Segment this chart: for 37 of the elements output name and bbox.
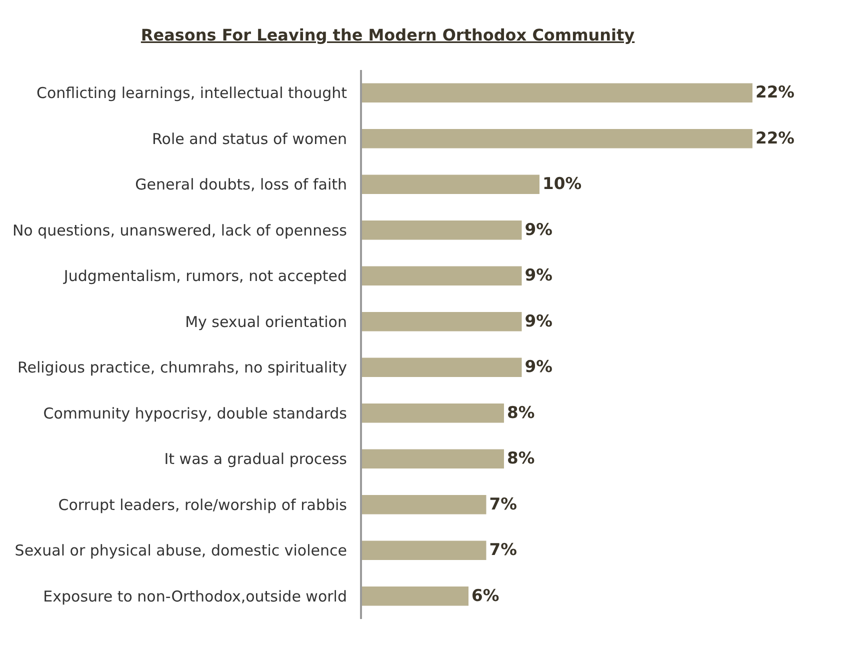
bar: [362, 220, 522, 240]
data-label: 22%: [755, 128, 795, 148]
data-label: 8%: [506, 402, 535, 422]
y-tick-label: Conflicting learnings, intellectual thought: [36, 84, 348, 102]
bar: [362, 129, 752, 148]
bar: [362, 174, 540, 194]
bar: [362, 449, 504, 468]
y-tick-label: Role and status of women: [152, 130, 347, 148]
data-label: 9%: [524, 357, 552, 376]
bar: [362, 266, 522, 286]
data-label: 7%: [489, 494, 517, 514]
data-label: 7%: [489, 540, 517, 560]
y-tick-label: It was a gradual process: [164, 450, 348, 468]
y-tick-label: Corrupt leaders, role/worship of rabbis: [58, 496, 348, 514]
data-label: 6%: [472, 586, 500, 605]
y-tick-label: General doubts, loss of faith: [135, 176, 347, 194]
data-label: 9%: [524, 220, 552, 239]
data-label: 9%: [524, 311, 552, 330]
data-label: 9%: [524, 266, 552, 285]
y-tick-label: No questions, unanswered, lack of openness: [12, 221, 348, 240]
y-tick-label: Exposure to non-Orthodox,outside world: [43, 587, 347, 606]
bar: [362, 540, 486, 560]
bar: [362, 495, 486, 514]
bar: [362, 358, 522, 377]
y-tick-label: Sexual or physical abuse, domestic violence: [14, 542, 347, 560]
y-tick-label: My sexual orientation: [185, 312, 347, 331]
bar: [362, 586, 468, 606]
y-tick-label: Judgmentalism, rumors, not accepted: [62, 267, 347, 286]
bar: [362, 404, 504, 423]
bar: [362, 83, 752, 102]
y-tick-label: Community hypocrisy, double standards: [43, 404, 348, 422]
data-label: 22%: [755, 82, 795, 102]
chart-title: Reasons For Leaving the Modern Orthodox Community: [140, 25, 636, 44]
data-label: 10%: [542, 174, 582, 194]
data-label: 8%: [506, 448, 535, 468]
bar: [362, 312, 522, 332]
y-tick-label: Religious practice, chumrahs, no spirituality: [17, 358, 348, 377]
